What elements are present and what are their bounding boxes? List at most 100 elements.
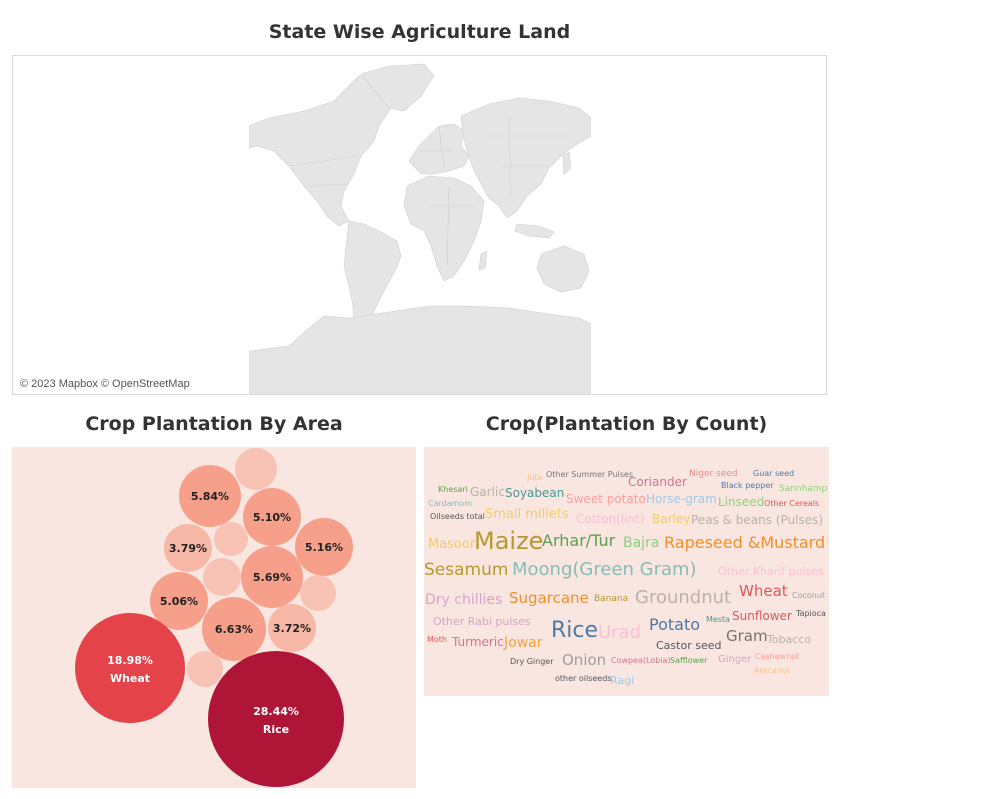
word-cloud-item[interactable]: Barley (652, 513, 690, 525)
word-cloud-item[interactable]: Ragi (610, 675, 634, 686)
word-cloud-item[interactable]: Gram (726, 629, 768, 644)
map-attribution: © 2023 Mapbox © OpenStreetMap (20, 378, 190, 390)
word-cloud-item[interactable]: Small millets (485, 508, 569, 521)
word-cloud-item[interactable]: Tobacco (767, 634, 811, 645)
bubble-value-label: 18.98% (107, 654, 153, 667)
word-cloud-item[interactable]: Groundnut (635, 589, 731, 607)
madagascar-shape (479, 251, 487, 270)
bubble-6[interactable]: 6.63% (202, 597, 266, 661)
word-cloud-item[interactable]: Cotton(lint) (576, 513, 644, 525)
word-cloud-item[interactable]: Onion (562, 653, 606, 668)
bubble-circle[interactable] (208, 651, 344, 787)
word-cloud-item[interactable]: Safflower (670, 657, 707, 665)
bubble-circle[interactable] (203, 558, 241, 596)
bubble-circle[interactable] (75, 613, 185, 723)
area-chart-title: Crop Plantation By Area (12, 413, 416, 435)
world-map-shapes (249, 56, 591, 395)
word-cloud-item[interactable]: Soyabean (505, 487, 564, 499)
bubble-circle[interactable] (300, 575, 336, 611)
bubble-value-label: 3.72% (273, 622, 311, 635)
bubble-chart-svg: 5.84%5.10%3.79% 5.16%5.69%5.06%6.63% 3.72%… (12, 447, 416, 788)
bubble-0[interactable]: 5.84% (179, 465, 241, 527)
word-cloud-item[interactable]: Oilseeds total (430, 513, 485, 521)
word-cloud-item[interactable]: Coriander (628, 476, 687, 488)
word-cloud-item[interactable]: Dry Ginger (510, 658, 554, 666)
europe-shape (409, 124, 469, 174)
word-cloud-item[interactable]: Jute (527, 474, 543, 482)
bubble-4[interactable]: 5.69% (241, 546, 303, 608)
japan-shape (563, 152, 571, 174)
bubble-10[interactable] (235, 448, 277, 490)
indonesia-shape (515, 224, 554, 238)
antarctica-shape (249, 306, 591, 395)
word-cloud-item[interactable]: Horse-gram (646, 493, 717, 505)
crop-area-bubble-chart: 5.84% 5.10% 3.79% 5.16% 5.69% 5.06% 6.63% 3.72%… (12, 447, 416, 788)
word-cloud-item[interactable]: Jowar (504, 636, 542, 650)
bubble-13[interactable] (300, 575, 336, 611)
word-cloud-item[interactable]: Dry chillies (425, 593, 502, 607)
bubble-crop-label: Rice (263, 723, 289, 736)
word-cloud-item[interactable]: Potato (649, 617, 700, 633)
bubble-value-label: 6.63% (215, 623, 253, 636)
world-map[interactable]: © 2023 Mapbox © OpenStreetMap (12, 55, 827, 395)
word-cloud-item[interactable]: Banana (594, 595, 628, 604)
bubble-value-label: 5.84% (191, 490, 229, 503)
word-cloud-item[interactable]: Wheat (739, 584, 788, 599)
word-cloud-item[interactable]: Moth (427, 636, 447, 644)
word-cloud-item[interactable]: Castor seed (656, 640, 721, 651)
word-cloud-item[interactable]: Cashewnut (755, 653, 799, 661)
bubble-1[interactable]: 5.10% (243, 488, 301, 546)
word-cloud-item[interactable]: Rice (551, 620, 598, 642)
word-cloud-item[interactable]: Peas & beans (Pulses) (691, 514, 823, 526)
word-cloud-item[interactable]: Turmeric (452, 636, 504, 648)
word-cloud-item[interactable]: Arecanut (754, 667, 790, 675)
bubble-11[interactable] (214, 522, 248, 556)
word-cloud-item[interactable]: Ginger (718, 655, 751, 665)
word-cloud-item[interactable]: Arhar/Tur (542, 533, 615, 549)
word-cloud-item[interactable]: Linseed (718, 496, 764, 508)
word-cloud-item[interactable]: Sugarcane (509, 591, 589, 606)
word-cloud-item[interactable]: Tapioca (796, 610, 826, 618)
bubble-3[interactable]: 5.16% (295, 518, 353, 576)
bubble-value-label: 28.44% (253, 705, 299, 718)
bubble-circle[interactable] (187, 651, 223, 687)
word-cloud-item[interactable]: Cowpea(Lobia) (611, 657, 671, 665)
bubble-9[interactable]: 28.44% Rice (208, 651, 344, 787)
word-cloud-item[interactable]: Bajra (623, 536, 659, 550)
word-cloud-item[interactable]: Khesari (438, 486, 468, 494)
word-cloud-item[interactable]: other oilseeds (555, 675, 611, 683)
word-cloud-item[interactable]: Other Summer Pulses (546, 471, 633, 479)
word-cloud-item[interactable]: Guar seed (753, 470, 794, 478)
word-cloud-item[interactable]: Sunflower (732, 610, 792, 622)
crop-count-word-cloud: Jute Other Summer Pulses Niger seed Guar se… (424, 447, 829, 696)
count-chart-title: Crop(Plantation By Count) (424, 413, 829, 435)
word-cloud-item[interactable]: Masoor (428, 538, 475, 551)
word-cloud-item[interactable]: Moong(Green Gram) (512, 561, 697, 579)
word-cloud-item[interactable]: Sweet potato (566, 493, 646, 505)
word-cloud-item[interactable]: Coconut (792, 592, 825, 600)
word-cloud-item[interactable]: Niger seed (689, 470, 738, 479)
bubble-2[interactable]: 3.79% (164, 524, 212, 572)
bubble-14[interactable] (187, 651, 223, 687)
word-cloud-item[interactable]: Urad (598, 624, 641, 642)
word-cloud-item[interactable]: Other Rabi pulses (433, 616, 531, 627)
word-cloud-item[interactable]: Sannhamp (779, 485, 827, 494)
bubble-value-label: 3.79% (169, 542, 207, 555)
bubble-8[interactable]: 18.98% Wheat (75, 613, 185, 723)
map-title: State Wise Agriculture Land (12, 21, 827, 43)
word-cloud-item[interactable]: Sesamum (424, 562, 508, 579)
word-cloud-item[interactable]: Maize (474, 529, 543, 553)
africa-shape (404, 176, 484, 281)
word-cloud-item[interactable]: Black pepper (721, 482, 774, 490)
word-cloud-item[interactable]: Rapeseed &Mustard (664, 535, 825, 551)
bubble-12[interactable] (203, 558, 241, 596)
word-cloud-item[interactable]: Other Kharif pulses (718, 566, 824, 577)
bubble-7[interactable]: 3.72% (268, 604, 316, 652)
bubble-circle[interactable] (235, 448, 277, 490)
bubble-circle[interactable] (214, 522, 248, 556)
word-cloud-item[interactable]: Other Cereals (764, 500, 819, 508)
word-cloud-item[interactable]: Cardamom (428, 500, 472, 508)
word-cloud-item[interactable]: Garlic (470, 486, 505, 498)
word-cloud-item[interactable]: Mesta (706, 616, 730, 624)
bubble-value-label: 5.10% (253, 511, 291, 524)
